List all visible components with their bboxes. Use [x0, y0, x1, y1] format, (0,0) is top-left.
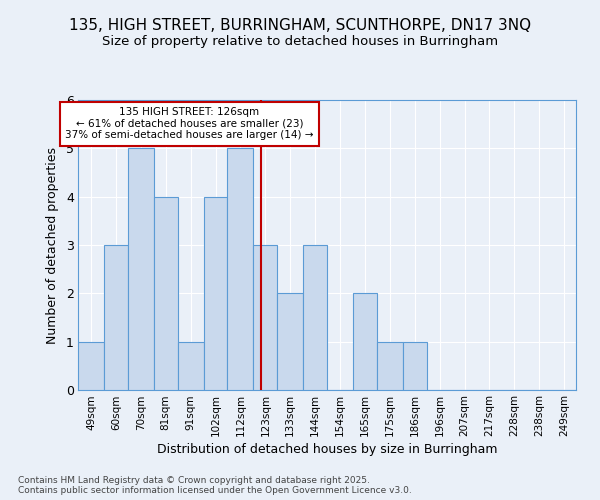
Bar: [78, 342, 104, 390]
Bar: [154, 196, 178, 390]
Bar: [303, 245, 327, 390]
Bar: [377, 342, 403, 390]
Bar: [203, 196, 227, 390]
Bar: [128, 148, 154, 390]
Bar: [403, 342, 427, 390]
Text: Contains HM Land Registry data © Crown copyright and database right 2025.
Contai: Contains HM Land Registry data © Crown c…: [18, 476, 412, 495]
Text: 135 HIGH STREET: 126sqm
← 61% of detached houses are smaller (23)
37% of semi-de: 135 HIGH STREET: 126sqm ← 61% of detache…: [65, 108, 314, 140]
Bar: [178, 342, 203, 390]
Bar: [277, 294, 303, 390]
Bar: [353, 294, 377, 390]
Bar: [227, 148, 253, 390]
Bar: [104, 245, 128, 390]
Bar: [253, 245, 277, 390]
X-axis label: Distribution of detached houses by size in Burringham: Distribution of detached houses by size …: [157, 443, 497, 456]
Text: Size of property relative to detached houses in Burringham: Size of property relative to detached ho…: [102, 35, 498, 48]
Text: 135, HIGH STREET, BURRINGHAM, SCUNTHORPE, DN17 3NQ: 135, HIGH STREET, BURRINGHAM, SCUNTHORPE…: [69, 18, 531, 32]
Y-axis label: Number of detached properties: Number of detached properties: [46, 146, 59, 344]
